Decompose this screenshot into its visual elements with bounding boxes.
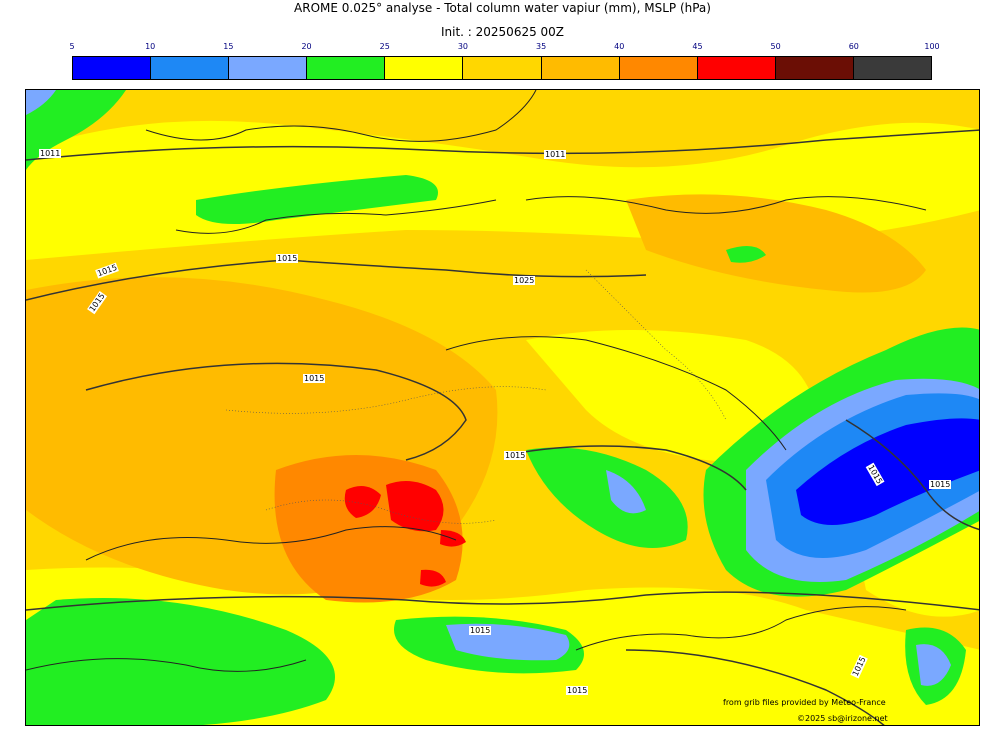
isobar-label: 1015	[276, 254, 299, 263]
isobar-label: 1025	[513, 276, 536, 285]
colorbar-tick-label: 5	[69, 42, 75, 51]
colorbar-segment	[385, 57, 464, 79]
colorbar-tick-label: 35	[535, 42, 547, 51]
colorbar-segment	[697, 57, 776, 79]
colorbar-tick-label: 40	[614, 42, 625, 51]
colorbar-segment	[541, 57, 620, 79]
colorbar-tick-label: 45	[692, 42, 703, 51]
isobar-label: 1011	[544, 150, 567, 159]
isobar-label: 1011	[39, 149, 62, 158]
colorbar-tick-label: 100	[924, 42, 940, 51]
colorbar-segment	[619, 57, 698, 79]
colorbar-tick-label: 50	[770, 42, 781, 51]
colorbar-segment	[73, 57, 152, 79]
colorbar-tick-label: 15	[223, 42, 234, 51]
colorbar-tick-label: 20	[301, 42, 312, 51]
colorbar	[72, 56, 932, 80]
isobar-label: 1015	[929, 480, 952, 489]
colorbar-tick-label: 25	[379, 42, 390, 51]
colorbar-ticks: 5 10 15 20 25 30 35 40 45 50 60 100	[69, 42, 939, 54]
isobar-label: 1015	[504, 451, 527, 460]
isobar-label: 1015	[469, 626, 492, 635]
isobar-label: 1015	[303, 374, 326, 383]
copyright-credit: ©2025 sb@irizone.net	[797, 714, 888, 723]
colorbar-tick-label: 30	[457, 42, 468, 51]
map-canvas	[26, 90, 979, 725]
init-time: Init. : 20250625 00Z	[440, 25, 565, 39]
colorbar-segment	[775, 57, 854, 79]
data-source-credit: from grib files provided by Meteo-France	[723, 698, 886, 707]
colorbar-segment	[463, 57, 542, 79]
colorbar-segment	[307, 57, 386, 79]
colorbar-tick-label: 10	[145, 42, 156, 51]
weather-map: 1011 1011 1015 1015 1015 1025 1015 1015 …	[25, 89, 980, 726]
colorbar-segment	[853, 57, 932, 79]
colorbar-segment	[151, 57, 230, 79]
map-title: AROME 0.025° analyse - Total column wate…	[294, 1, 711, 15]
isobar-label: 1015	[566, 686, 589, 695]
colorbar-tick-label: 60	[848, 42, 859, 51]
colorbar-segment	[229, 57, 308, 79]
